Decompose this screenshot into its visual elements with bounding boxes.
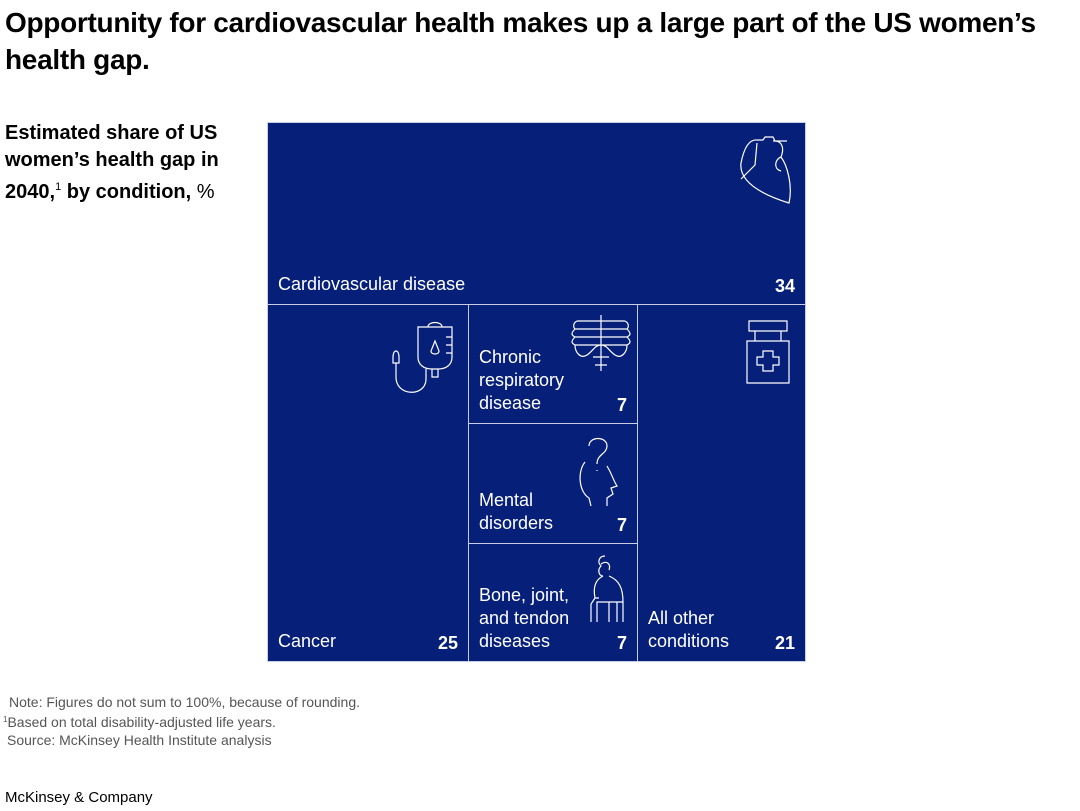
footnote: 1Based on total disability-adjusted life…	[3, 711, 360, 731]
cell-label: Bone, joint, and tendon diseases	[479, 585, 570, 651]
cell-label: Mental disorders	[479, 490, 554, 533]
elderly-person-icon	[590, 555, 624, 622]
cell-value: 7	[616, 395, 627, 415]
note: Note: Figures do not sum to 100%, becaus…	[9, 694, 360, 710]
notes: Note: Figures do not sum to 100%, becaus…	[3, 693, 360, 749]
cell-chronic-respiratory: Chronic respiratory disease 7	[468, 304, 638, 424]
footnote-mark: 1	[3, 715, 8, 724]
subtitle-text: Estimated share of US women’s health gap…	[5, 122, 219, 203]
cell-cancer: Cancer 25	[267, 304, 469, 662]
iv-drip-icon	[392, 321, 453, 393]
treemap: Cardiovascular disease 34 Cancer 25 Chro…	[267, 122, 806, 662]
chart-subtitle: Estimated share of US women’s health gap…	[5, 120, 255, 206]
footnote-text: Based on total disability-adjusted life …	[7, 714, 276, 730]
lungs-icon	[571, 315, 631, 371]
cell-value: 7	[616, 633, 627, 653]
cell-cardiovascular: Cardiovascular disease 34	[267, 122, 806, 305]
cell-value: 7	[616, 515, 627, 535]
cell-value: 34	[774, 276, 795, 296]
cell-value: 21	[774, 633, 795, 653]
cell-label: Cardiovascular disease	[278, 274, 466, 294]
brand-logo: McKinsey & Company	[5, 789, 153, 806]
subtitle-rest: by condition,	[61, 181, 192, 203]
chart-title: Opportunity for cardiovascular health ma…	[5, 7, 1036, 75]
footnote-mark: 1	[55, 181, 62, 193]
cell-label: All other conditions	[648, 608, 730, 651]
heart-icon	[740, 136, 791, 204]
cell-value: 25	[437, 633, 458, 653]
head-question-icon	[579, 437, 618, 507]
cell-bone-joint-tendon: Bone, joint, and tendon diseases 7	[468, 543, 638, 662]
cell-label: Cancer	[278, 631, 337, 651]
cell-mental-disorders: Mental disorders 7	[468, 423, 638, 544]
subtitle-unit: %	[191, 181, 215, 203]
cell-all-other: All other conditions 21	[637, 304, 806, 662]
source: Source: McKinsey Health Institute analys…	[7, 732, 272, 748]
medicine-bottle-icon	[746, 320, 790, 384]
cell-label: Chronic respiratory disease	[479, 347, 565, 413]
